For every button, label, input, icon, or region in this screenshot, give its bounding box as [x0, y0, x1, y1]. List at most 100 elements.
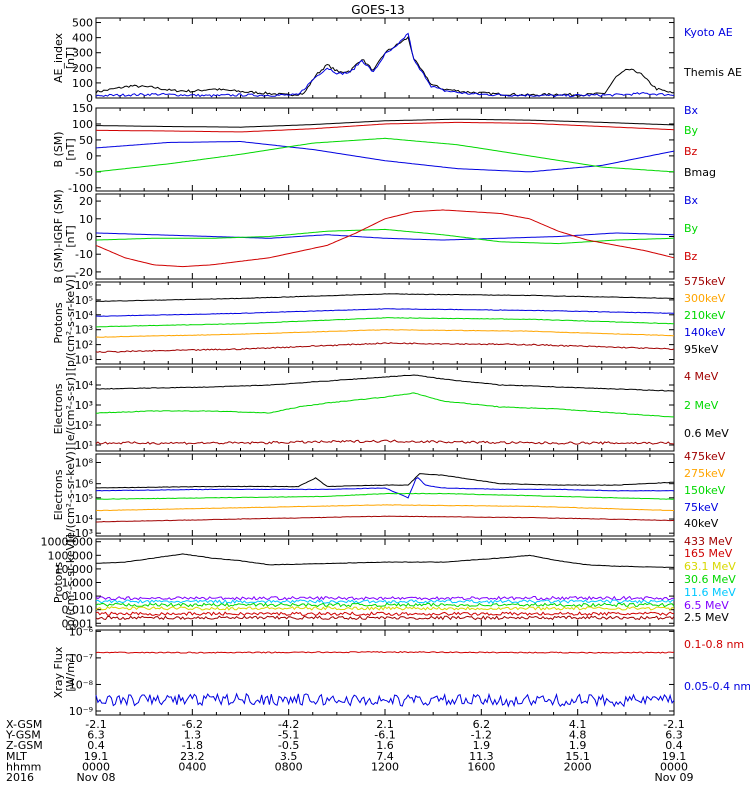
- legend-entry: By: [684, 124, 699, 137]
- series-line-themis-ae: [95, 36, 675, 97]
- x-axis-value: 0400: [178, 760, 206, 773]
- legend-entry: 11.6 MeV: [684, 586, 736, 599]
- series-line-40kev: [95, 473, 675, 489]
- legend-entry: 433 MeV: [684, 535, 733, 548]
- panel-1: 500 400 300 200 100 0 AE_index [nT] Kyoto AE Them…: [52, 17, 742, 105]
- legend-entry: 0.6 MeV: [684, 427, 729, 440]
- legend-entry: Kyoto AE: [684, 26, 733, 39]
- series-line-bmag: [96, 118, 674, 128]
- y-axis-label: Electrons: [52, 383, 65, 434]
- y-tick-label: 10⁴: [75, 513, 94, 526]
- y-tick-label: 10⁻⁷: [69, 652, 93, 665]
- series-line-433-mev: [95, 615, 675, 621]
- y-tick-label: -20: [75, 266, 93, 279]
- y-tick-label: 100: [72, 77, 93, 90]
- series-line-0-1-0-8-nm: [95, 651, 675, 654]
- y-tick-label: 100: [72, 118, 93, 131]
- y-axis-unit: [e/(cm²-s-sr-keV)]: [64, 447, 77, 543]
- x-axis-value: 6.3: [87, 729, 105, 742]
- x-axis-value: 1.9: [473, 739, 491, 752]
- series-line-by: [96, 228, 674, 245]
- series-line-2-5-mev: [96, 553, 674, 569]
- y-tick-label: 100.000: [48, 549, 94, 562]
- series-line-140kev: [96, 308, 674, 317]
- series-line-210kev: [95, 317, 675, 328]
- legend-entry: 30.6 MeV: [684, 573, 736, 586]
- x-axis-row-label: hhmm: [6, 760, 41, 773]
- legend-entry: 165 MeV: [684, 547, 733, 560]
- y-tick-label: 500: [72, 17, 93, 30]
- x-axis-value: -2.1: [663, 718, 684, 731]
- x-axis-value: -1.2: [471, 729, 492, 742]
- y-tick-label: 10⁶: [75, 478, 94, 491]
- x-axis-value: 3.5: [280, 750, 298, 763]
- panel-frame: [95, 366, 675, 452]
- series-line-bz: [95, 121, 675, 133]
- y-tick-label: -100: [68, 182, 93, 195]
- y-tick-label: -50: [75, 166, 93, 179]
- series-line-475kev: [96, 515, 675, 523]
- series-line-75kev: [95, 476, 675, 499]
- series-line-by: [95, 137, 675, 173]
- y-tick-label: 10²: [75, 419, 93, 432]
- chart-title: GOES-13: [351, 3, 405, 17]
- y-tick-label: 10⁴: [75, 379, 94, 392]
- legend-entry: 300keV: [684, 292, 726, 305]
- x-axis-row-label: Y-GSM: [5, 729, 41, 742]
- legend-entry: 2.5 MeV: [684, 611, 729, 624]
- legend-entry: 575keV: [684, 275, 726, 288]
- y-tick-label: -10: [75, 248, 93, 261]
- series-line-0-6-mev: [95, 374, 675, 392]
- y-tick-label: 10⁻⁸: [69, 678, 94, 691]
- x-axis-value: 15.1: [565, 750, 590, 763]
- series-line-300kev: [95, 329, 674, 338]
- x-axis-value: 23.2: [180, 750, 205, 763]
- y-axis-label: AE_index: [52, 32, 65, 83]
- y-tick-label: 10¹: [75, 354, 93, 367]
- y-axis-label: B (SM): [52, 131, 65, 167]
- x-axis-value: 6.2: [473, 718, 491, 731]
- legend-entry: 75keV: [684, 501, 719, 514]
- x-axis-value: -4.2: [278, 718, 299, 731]
- x-axis-value: 2000: [564, 760, 592, 773]
- series-line-150kev: [95, 492, 675, 500]
- series-line-30-6-mev: [95, 602, 675, 608]
- y-axis-label: Xray Flux: [52, 646, 65, 698]
- y-axis-label: Protons: [52, 562, 65, 603]
- y-tick-label: 1.000: [62, 577, 94, 590]
- legend-entry: Bz: [684, 145, 698, 158]
- x-axis-value: -2.1: [85, 718, 106, 731]
- legend-entry: Bz: [684, 250, 698, 263]
- y-tick-label: 200: [72, 62, 93, 75]
- x-axis-value: 2.1: [376, 718, 394, 731]
- legend-entry: 6.5 MeV: [684, 599, 729, 612]
- panel-5: 10⁴ 10³ 10² 10¹ Electrons [e/(cm²-s-sr)] 4 MeV…: [52, 366, 729, 452]
- panel-frame: [95, 453, 675, 537]
- y-axis-unit: [W/m²]: [64, 653, 77, 691]
- y-axis-label: Electrons: [52, 469, 65, 520]
- y-axis-unit: [nT]: [64, 225, 77, 247]
- panel-7: 1000.000100.00010.0001.0000.1000.0100.00…: [41, 534, 737, 631]
- x-axis-value: 0000: [660, 760, 688, 773]
- series-line-2-mev: [95, 392, 674, 418]
- series-line-bx: [96, 232, 674, 241]
- legend-entry: 140keV: [684, 326, 726, 339]
- x-axis-value: 1.3: [184, 729, 202, 742]
- y-tick-label: 10: [79, 213, 93, 226]
- legend-entry: 0.1-0.8 nm: [684, 638, 744, 651]
- x-axis-value: 19.1: [84, 750, 109, 763]
- y-tick-label: 20: [79, 195, 93, 208]
- legend-entry: 2 MeV: [684, 399, 719, 412]
- series-line-575kev: [95, 342, 675, 353]
- y-tick-label: 10³: [75, 324, 93, 337]
- x-axis-row-label: Z-GSM: [6, 739, 43, 752]
- legend-entry: 475keV: [684, 450, 726, 463]
- legend-entry: 0.05-0.4 nm: [684, 680, 750, 693]
- y-axis-unit: [p/(cm²-s-sr-keV)]: [64, 534, 77, 631]
- y-axis-unit: [p/(cm²-s-sr-keV)]: [64, 275, 77, 372]
- x-axis-value: 0800: [275, 760, 303, 773]
- legend-entry: 4 MeV: [684, 370, 719, 383]
- x-axis-value: 19.1: [662, 750, 687, 763]
- x-axis-value: Nov 09: [655, 771, 694, 784]
